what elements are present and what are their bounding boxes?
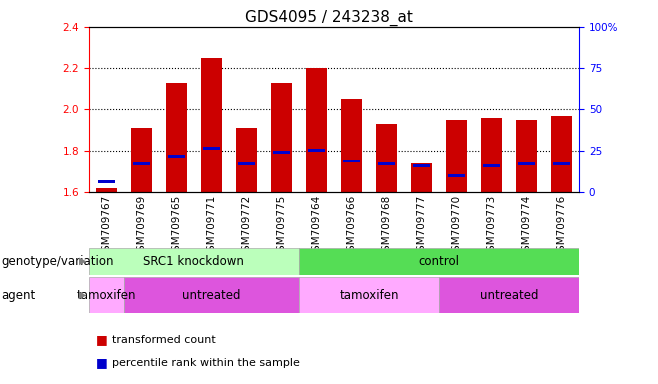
Bar xyxy=(516,120,537,192)
Bar xyxy=(238,162,255,165)
Bar xyxy=(131,128,152,192)
Bar xyxy=(271,83,292,192)
Bar xyxy=(97,180,115,183)
Bar xyxy=(481,118,502,192)
Text: transformed count: transformed count xyxy=(112,335,216,345)
Text: ▶: ▶ xyxy=(78,290,86,300)
Bar xyxy=(201,58,222,192)
Bar xyxy=(203,147,220,150)
Text: SRC1 knockdown: SRC1 knockdown xyxy=(143,255,244,268)
Bar xyxy=(376,124,397,192)
Bar xyxy=(89,277,124,313)
Bar xyxy=(551,116,572,192)
Text: GDS4095 / 243238_at: GDS4095 / 243238_at xyxy=(245,10,413,26)
Bar xyxy=(308,149,325,152)
Bar xyxy=(378,162,395,165)
Bar xyxy=(299,248,579,275)
Text: genotype/variation: genotype/variation xyxy=(1,255,114,268)
Bar xyxy=(483,164,500,167)
Bar xyxy=(124,277,299,313)
Text: tamoxifen: tamoxifen xyxy=(340,289,399,301)
Bar xyxy=(96,188,117,192)
Text: ▶: ▶ xyxy=(78,256,86,266)
Text: tamoxifen: tamoxifen xyxy=(76,289,136,301)
Bar xyxy=(299,277,439,313)
Text: untreated: untreated xyxy=(480,289,538,301)
Bar xyxy=(341,99,362,192)
Text: control: control xyxy=(418,255,459,268)
Bar xyxy=(133,162,150,165)
Bar xyxy=(439,277,579,313)
Bar xyxy=(446,120,467,192)
Text: agent: agent xyxy=(1,289,36,301)
Bar xyxy=(553,162,570,165)
Text: percentile rank within the sample: percentile rank within the sample xyxy=(112,358,300,368)
Bar xyxy=(168,156,185,158)
Bar xyxy=(272,151,290,154)
Bar xyxy=(166,83,187,192)
Text: untreated: untreated xyxy=(182,289,241,301)
Bar xyxy=(447,174,465,177)
Text: ■: ■ xyxy=(95,333,107,346)
Bar xyxy=(236,128,257,192)
Bar xyxy=(411,163,432,192)
Text: ■: ■ xyxy=(95,356,107,369)
Bar xyxy=(343,160,360,162)
Bar xyxy=(89,248,299,275)
Bar xyxy=(413,164,430,167)
Bar xyxy=(518,162,535,165)
Bar xyxy=(306,68,327,192)
